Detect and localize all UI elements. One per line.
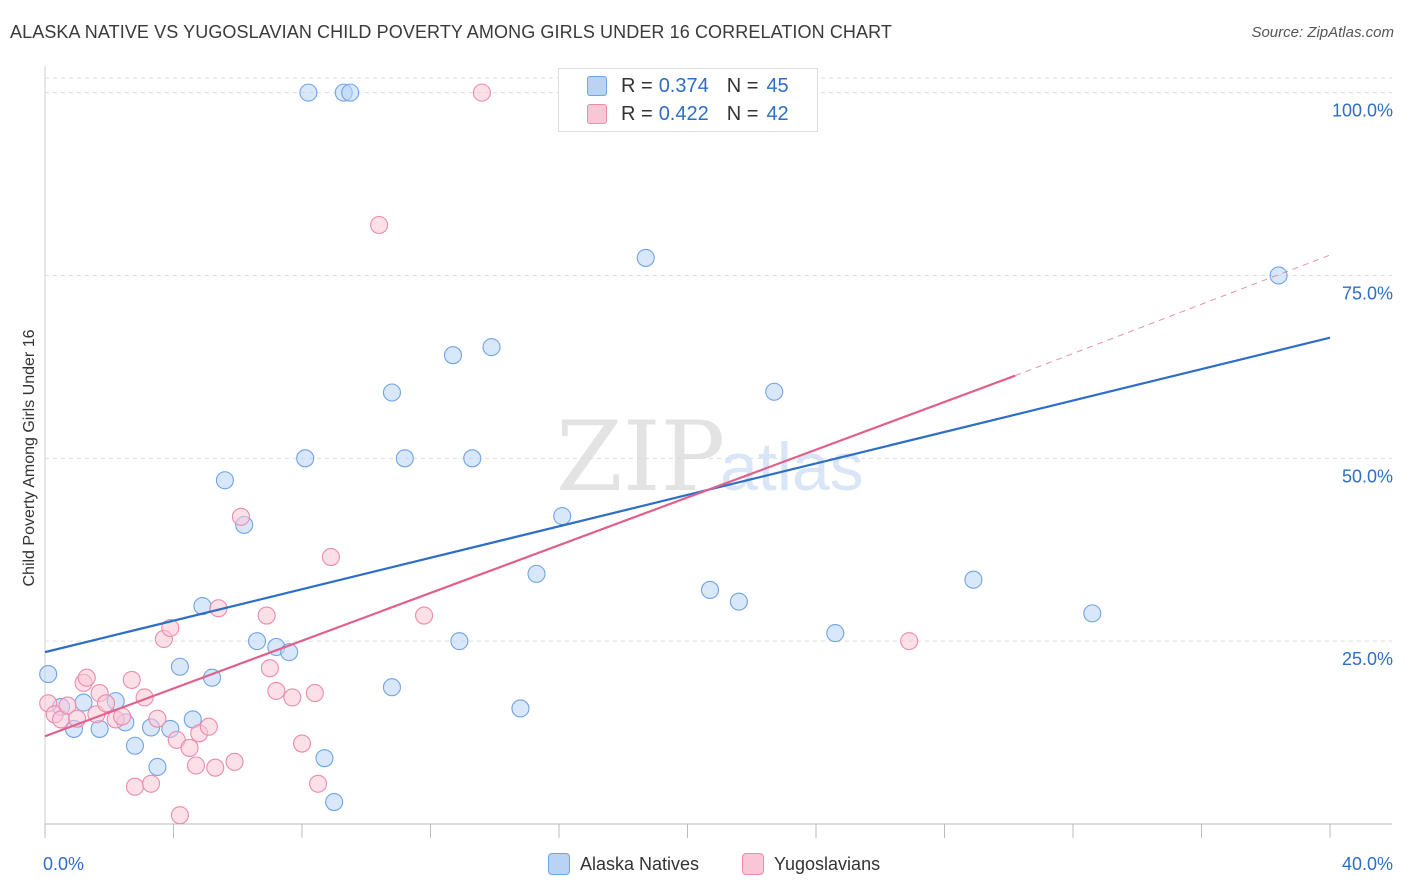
alaska-natives-point [443, 346, 463, 365]
alaska-natives-point [463, 449, 482, 468]
alaska-natives-point [315, 749, 334, 768]
alaska-natives-point [325, 793, 344, 812]
yugoslavians-point [161, 618, 180, 638]
alaska-natives-point [341, 83, 360, 102]
alaska-natives-point [1269, 266, 1288, 285]
bottom-legend-alaska-natives: Alaska Natives [548, 852, 699, 876]
tick-labels: 25.0% 50.0% 75.0% 100.0% 0.0% 40.0% [43, 101, 1393, 874]
yugoslavians-point [180, 738, 199, 757]
yugoslavians-point [167, 730, 186, 749]
yugoslavians-point [186, 756, 206, 775]
alaska-natives-point [964, 570, 983, 589]
yugoslavians-point [309, 774, 328, 793]
yugoslavians-point [148, 709, 167, 728]
alaska-natives-point [170, 657, 189, 676]
legend-n-value: 45 [766, 74, 789, 97]
source-label: Source: ZipAtlas.com [1251, 24, 1394, 41]
yugoslavians-trend-extension [1014, 254, 1331, 377]
legend-n-label: N = [726, 102, 759, 125]
legend-n-label: N = [726, 74, 759, 97]
chart-title: ALASKA NATIVE VS YUGOSLAVIAN CHILD POVER… [10, 22, 893, 42]
yugoslavians-point [206, 758, 225, 777]
y-tick-label: 100.0% [1332, 101, 1393, 121]
yugoslavians-point [125, 777, 144, 796]
legend-r-value: 0.422 [658, 102, 709, 125]
yugoslavians-point [370, 215, 389, 235]
alaska-natives-point [553, 507, 572, 526]
alaska-natives-point [382, 383, 402, 402]
alaska-natives-point [482, 338, 501, 357]
yugoslavians-point [122, 670, 141, 689]
yugoslavians-point [225, 752, 244, 771]
yugoslavians-point [283, 688, 302, 707]
correlation-legend: R = 0.374 N = 45 R = 0.422 N = 42 [558, 68, 818, 132]
legend-r-label: R = [621, 74, 653, 97]
alaska-natives-point [90, 719, 109, 738]
y-tick-label: 50.0% [1342, 466, 1393, 486]
yugoslavians-point [58, 696, 77, 715]
alaska-natives-point [382, 678, 402, 697]
yugoslavians-point [170, 806, 189, 825]
alaska-natives-point [729, 592, 748, 611]
yugoslavians-point [231, 507, 251, 526]
alaska-natives-point [395, 449, 414, 468]
yugoslavians-point [96, 694, 116, 713]
x-tick-label: 0.0% [43, 854, 84, 874]
yugoslavians-point [260, 659, 279, 678]
alaska-natives-point [700, 580, 720, 600]
alaska-natives-point [527, 564, 546, 583]
trend-lines [44, 254, 1331, 738]
grid [45, 77, 1392, 642]
alaska-natives-point [826, 624, 845, 643]
y-tick-label: 75.0% [1342, 283, 1393, 303]
legend-row-yugoslavians: R = 0.422 N = 42 [587, 102, 789, 126]
yugoslavians-point [199, 717, 218, 736]
legend-n-value: 42 [766, 102, 789, 125]
legend-swatch-yugoslavians [587, 104, 607, 124]
legend-r-label: R = [621, 102, 653, 125]
yugoslavians-trend-line [44, 374, 1016, 738]
alaska-natives-point [148, 757, 167, 777]
legend-r-value: 0.374 [658, 74, 709, 97]
yugoslavians-point [900, 632, 919, 651]
x-tick-label: 40.0% [1342, 854, 1393, 874]
bottom-legend-label: Alaska Natives [580, 853, 700, 874]
yugoslavians-point [292, 734, 312, 753]
alaska-natives-point [765, 382, 784, 401]
legend-row-alaska-natives: R = 0.374 N = 45 [587, 74, 789, 98]
data-points [39, 83, 1288, 825]
alaska-natives-point [450, 632, 469, 651]
y-tick-label: 25.0% [1342, 649, 1393, 669]
alaska-natives-point [636, 248, 655, 267]
legend-swatch-alaska-natives [587, 76, 607, 96]
bottom-legend-label: Yugoslavians [774, 853, 881, 874]
alaska-natives-point [215, 471, 234, 490]
alaska-natives-point [296, 449, 315, 468]
alaska-natives-point [125, 736, 144, 755]
yugoslavians-point [321, 547, 340, 567]
yugoslavians-point [141, 774, 161, 793]
yugoslavians-point [267, 681, 286, 700]
yugoslavians-point [472, 83, 491, 102]
alaska-natives-point [511, 699, 530, 718]
yugoslavians-point [77, 668, 96, 687]
bottom-legend-swatch-yugoslavians [742, 853, 764, 875]
watermark-zip: ZIP [556, 401, 725, 513]
bottom-legend-yugoslavians: Yugoslavians [742, 852, 880, 876]
yugoslavians-point [305, 684, 324, 703]
alaska-natives-trend-line [44, 336, 1331, 654]
bottom-legend-swatch-alaska-natives [548, 853, 570, 875]
alaska-natives-point [39, 665, 58, 684]
alaska-natives-point [247, 632, 267, 651]
yugoslavians-point [257, 606, 276, 625]
alaska-natives-point [299, 83, 318, 102]
yugoslavians-point [415, 606, 434, 625]
alaska-natives-point [1083, 604, 1102, 623]
